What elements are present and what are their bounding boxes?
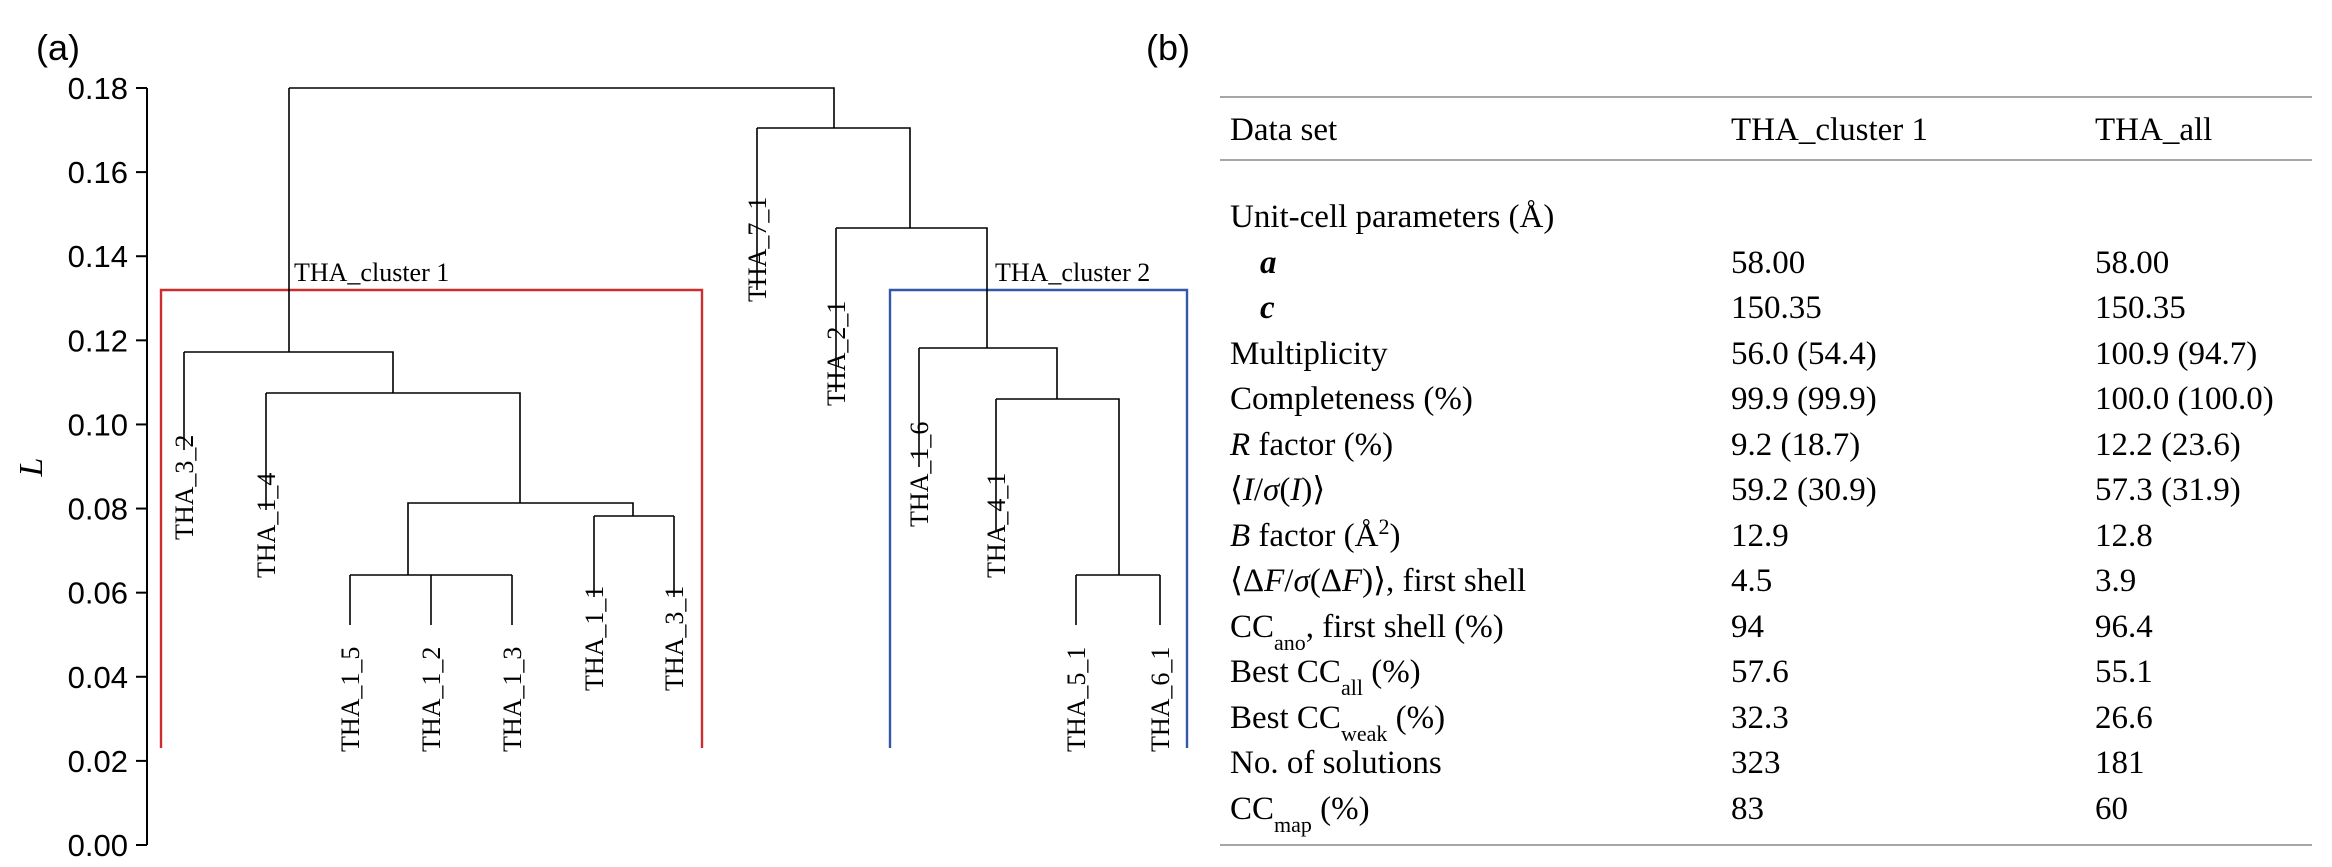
leaf-label: THA_1_6 (905, 422, 934, 527)
leaf-label: THA_5_1 (1062, 647, 1091, 752)
cell-value: 99.9 (99.9) (1731, 381, 1877, 417)
row-label-best-cc-weak: Best CCweak (%) (1230, 700, 1445, 746)
y-tick-label: 0.18 (68, 71, 128, 106)
row-label-c: c (1260, 290, 1275, 326)
cell-value: 56.0 (54.4) (1731, 336, 1877, 372)
cell-value: 57.3 (31.9) (2095, 472, 2241, 508)
cell-value: 96.4 (2095, 609, 2153, 645)
cell-value: 60 (2095, 791, 2128, 827)
leaf-label: THA_6_1 (1146, 647, 1175, 752)
cluster-1-label: THA_cluster 1 (294, 258, 449, 287)
y-axis-label: L (13, 458, 50, 478)
table-values: 58.00 58.00 150.35 150.35 56.0 (54.4) 10… (1731, 245, 2274, 827)
y-tick-label: 0.00 (68, 828, 128, 863)
y-tick-label: 0.12 (68, 323, 128, 358)
header-data-set: Data set (1230, 112, 1337, 148)
leaf-label: THA_1_4 (252, 473, 281, 578)
cell-value: 12.9 (1731, 518, 1789, 554)
row-label-cc-ano: CCano, first shell (%) (1230, 609, 1504, 655)
header-tha-all: THA_all (2095, 112, 2212, 148)
leaf-label: THA_1_3 (498, 647, 527, 752)
y-tick-label: 0.14 (68, 239, 128, 274)
cell-value: 12.2 (23.6) (2095, 427, 2241, 463)
panel-b: (b) Data set THA_cluster 1 THA_all Unit-… (1146, 27, 2312, 846)
y-tick-label: 0.10 (68, 407, 128, 442)
leaf-label: THA_1_5 (336, 647, 365, 752)
merge-2-1 (836, 227, 988, 348)
merge-3-2 (184, 351, 394, 393)
cluster-1-box (159, 288, 704, 748)
row-label-no-solutions: No. of solutions (1230, 745, 1442, 781)
cell-value: 100.9 (94.7) (2095, 336, 2257, 372)
leaf-label: THA_3_2 (170, 435, 199, 540)
row-label-cc-map: CCmap (%) (1230, 791, 1370, 837)
merge-4-1 (996, 398, 1120, 575)
merge-1-6 (919, 347, 1058, 399)
cluster-2-label: THA_cluster 2 (995, 258, 1150, 287)
y-tick-label: 0.04 (68, 660, 128, 695)
row-label-a: a (1260, 245, 1277, 281)
cell-value: 55.1 (2095, 654, 2153, 690)
row-label-i-sigma: ⟨I/σ(I)⟩ (1230, 472, 1325, 508)
dendrogram (183, 87, 1161, 625)
cell-value: 83 (1731, 791, 1764, 827)
cell-value: 150.35 (1731, 290, 1822, 326)
panel-a: (a) 0.00 0.02 0.04 0.06 0.08 0.10 0.12 0.14 0.16… (13, 27, 1189, 863)
cell-value: 57.6 (1731, 654, 1789, 690)
cell-value: 32.3 (1731, 700, 1789, 736)
cell-value: 26.6 (2095, 700, 2153, 736)
cell-value: 3.9 (2095, 563, 2136, 599)
row-label-b-factor: B factor (Å2) (1230, 514, 1400, 555)
row-label-r-factor: R factor (%) (1229, 427, 1393, 463)
y-tick-label: 0.08 (68, 492, 128, 527)
cell-value: 94 (1731, 609, 1764, 645)
cell-value: 4.5 (1731, 563, 1772, 599)
y-tick-label: 0.06 (68, 576, 128, 611)
cell-value: 9.2 (18.7) (1731, 427, 1860, 463)
row-label-delta-f: ⟨ΔF/σ(ΔF)⟩, first shell (1230, 563, 1526, 599)
merge-1-4 (266, 392, 521, 503)
leaf-label: THA_1_1 (580, 586, 609, 691)
row-label-completeness: Completeness (%) (1230, 381, 1473, 417)
leaf-label: THA_4_1 (982, 473, 1011, 578)
cell-value: 150.35 (2095, 290, 2186, 326)
leaf-label: THA_1_2 (417, 647, 446, 752)
leaf-label: THA_7_1 (743, 197, 772, 302)
root-merge (289, 87, 835, 128)
panel-b-label: (b) (1146, 27, 1190, 68)
row-label-best-cc-all: Best CCall (%) (1230, 654, 1421, 700)
cell-value: 100.0 (100.0) (2095, 381, 2274, 417)
leaf-label: THA_3_1 (660, 586, 689, 691)
cluster-2-box (888, 288, 1189, 748)
leaf-label: THA_2_1 (822, 301, 851, 406)
section-unit-cell: Unit-cell parameters (Å) (1230, 198, 1554, 235)
cell-value: 58.00 (1731, 245, 1805, 281)
row-label-multiplicity: Multiplicity (1230, 336, 1388, 372)
merge-7-1 (757, 127, 911, 228)
cell-value: 58.00 (2095, 245, 2169, 281)
cell-value: 323 (1731, 745, 1781, 781)
merge-inner-cluster-1 (407, 502, 634, 575)
cell-value: 59.2 (30.9) (1731, 472, 1877, 508)
y-tick-label: 0.16 (68, 155, 128, 190)
leaf-labels: THA_3_2 THA_1_4 THA_1_5 THA_1_2 THA_1_3 … (170, 197, 1175, 752)
cell-value: 12.8 (2095, 518, 2153, 554)
header-tha-cluster-1: THA_cluster 1 (1731, 112, 1928, 148)
y-tick-label: 0.02 (68, 744, 128, 779)
y-axis-ticks: 0.00 0.02 0.04 0.06 0.08 0.10 0.12 0.14 0.16 0.18 (68, 71, 147, 863)
cell-value: 181 (2095, 745, 2145, 781)
panel-a-label: (a) (36, 27, 80, 68)
